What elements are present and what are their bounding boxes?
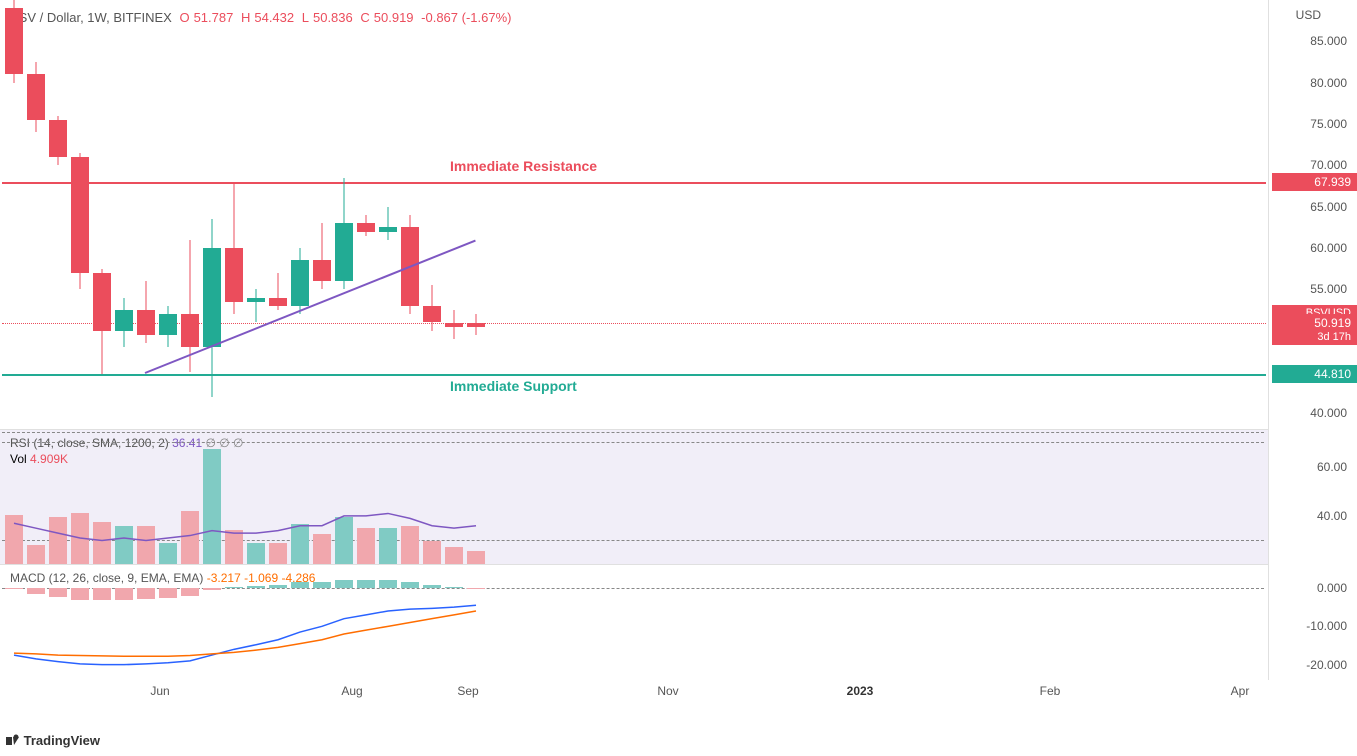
time-tick: Feb	[1040, 684, 1061, 698]
time-tick: Sep	[457, 684, 478, 698]
time-tick: Nov	[657, 684, 678, 698]
rsi-ytick: 40.00	[1317, 509, 1347, 523]
tradingview-logo: TradingView	[6, 733, 100, 748]
macd-ytick: -20.000	[1306, 658, 1347, 672]
rsi-panel[interactable]: RSI (14, close, SMA, 1200, 2) 36.41 ∅ ∅ …	[0, 430, 1268, 565]
support-line-tag: 44.810	[1272, 365, 1357, 383]
resistance-annotation: Immediate Resistance	[450, 158, 597, 174]
y-tick: 85.000	[1310, 34, 1347, 48]
support-annotation: Immediate Support	[450, 378, 577, 394]
y-tick: 70.000	[1310, 158, 1347, 172]
price-panel[interactable]: Immediate Resistance Immediate Support	[0, 0, 1268, 430]
chart-container: BSV / Dollar, 1W, BITFINEX O51.787 H54.4…	[0, 0, 1357, 756]
macd-ytick: 0.000	[1317, 581, 1347, 595]
y-tick: 60.000	[1310, 241, 1347, 255]
time-tick: Aug	[341, 684, 362, 698]
macd-lines	[0, 565, 1268, 680]
macd-panel[interactable]: MACD (12, 26, close, 9, EMA, EMA) -3.217…	[0, 565, 1268, 680]
rsi-line	[0, 430, 1268, 565]
rsi-ytick: 60.00	[1317, 460, 1347, 474]
y-tick: 75.000	[1310, 117, 1347, 131]
time-tick: Apr	[1231, 684, 1250, 698]
y-tick: 65.000	[1310, 200, 1347, 214]
resistance-line	[2, 182, 1266, 184]
time-tick: 2023	[847, 684, 874, 698]
support-line	[2, 374, 1266, 376]
y-axis[interactable]: 40.00045.00050.00055.00060.00065.00070.0…	[1268, 0, 1357, 680]
time-tick: Jun	[150, 684, 169, 698]
y-tick: 80.000	[1310, 76, 1347, 90]
resistance-line-tag: 67.939	[1272, 173, 1357, 191]
macd-ytick: -10.000	[1306, 619, 1347, 633]
current-price-countdown: 3d 17h	[1272, 329, 1357, 345]
y-tick: 55.000	[1310, 282, 1347, 296]
time-axis: Jun Aug Sep Nov 2023 Feb Apr	[0, 680, 1268, 710]
y-tick: 40.000	[1310, 406, 1347, 420]
